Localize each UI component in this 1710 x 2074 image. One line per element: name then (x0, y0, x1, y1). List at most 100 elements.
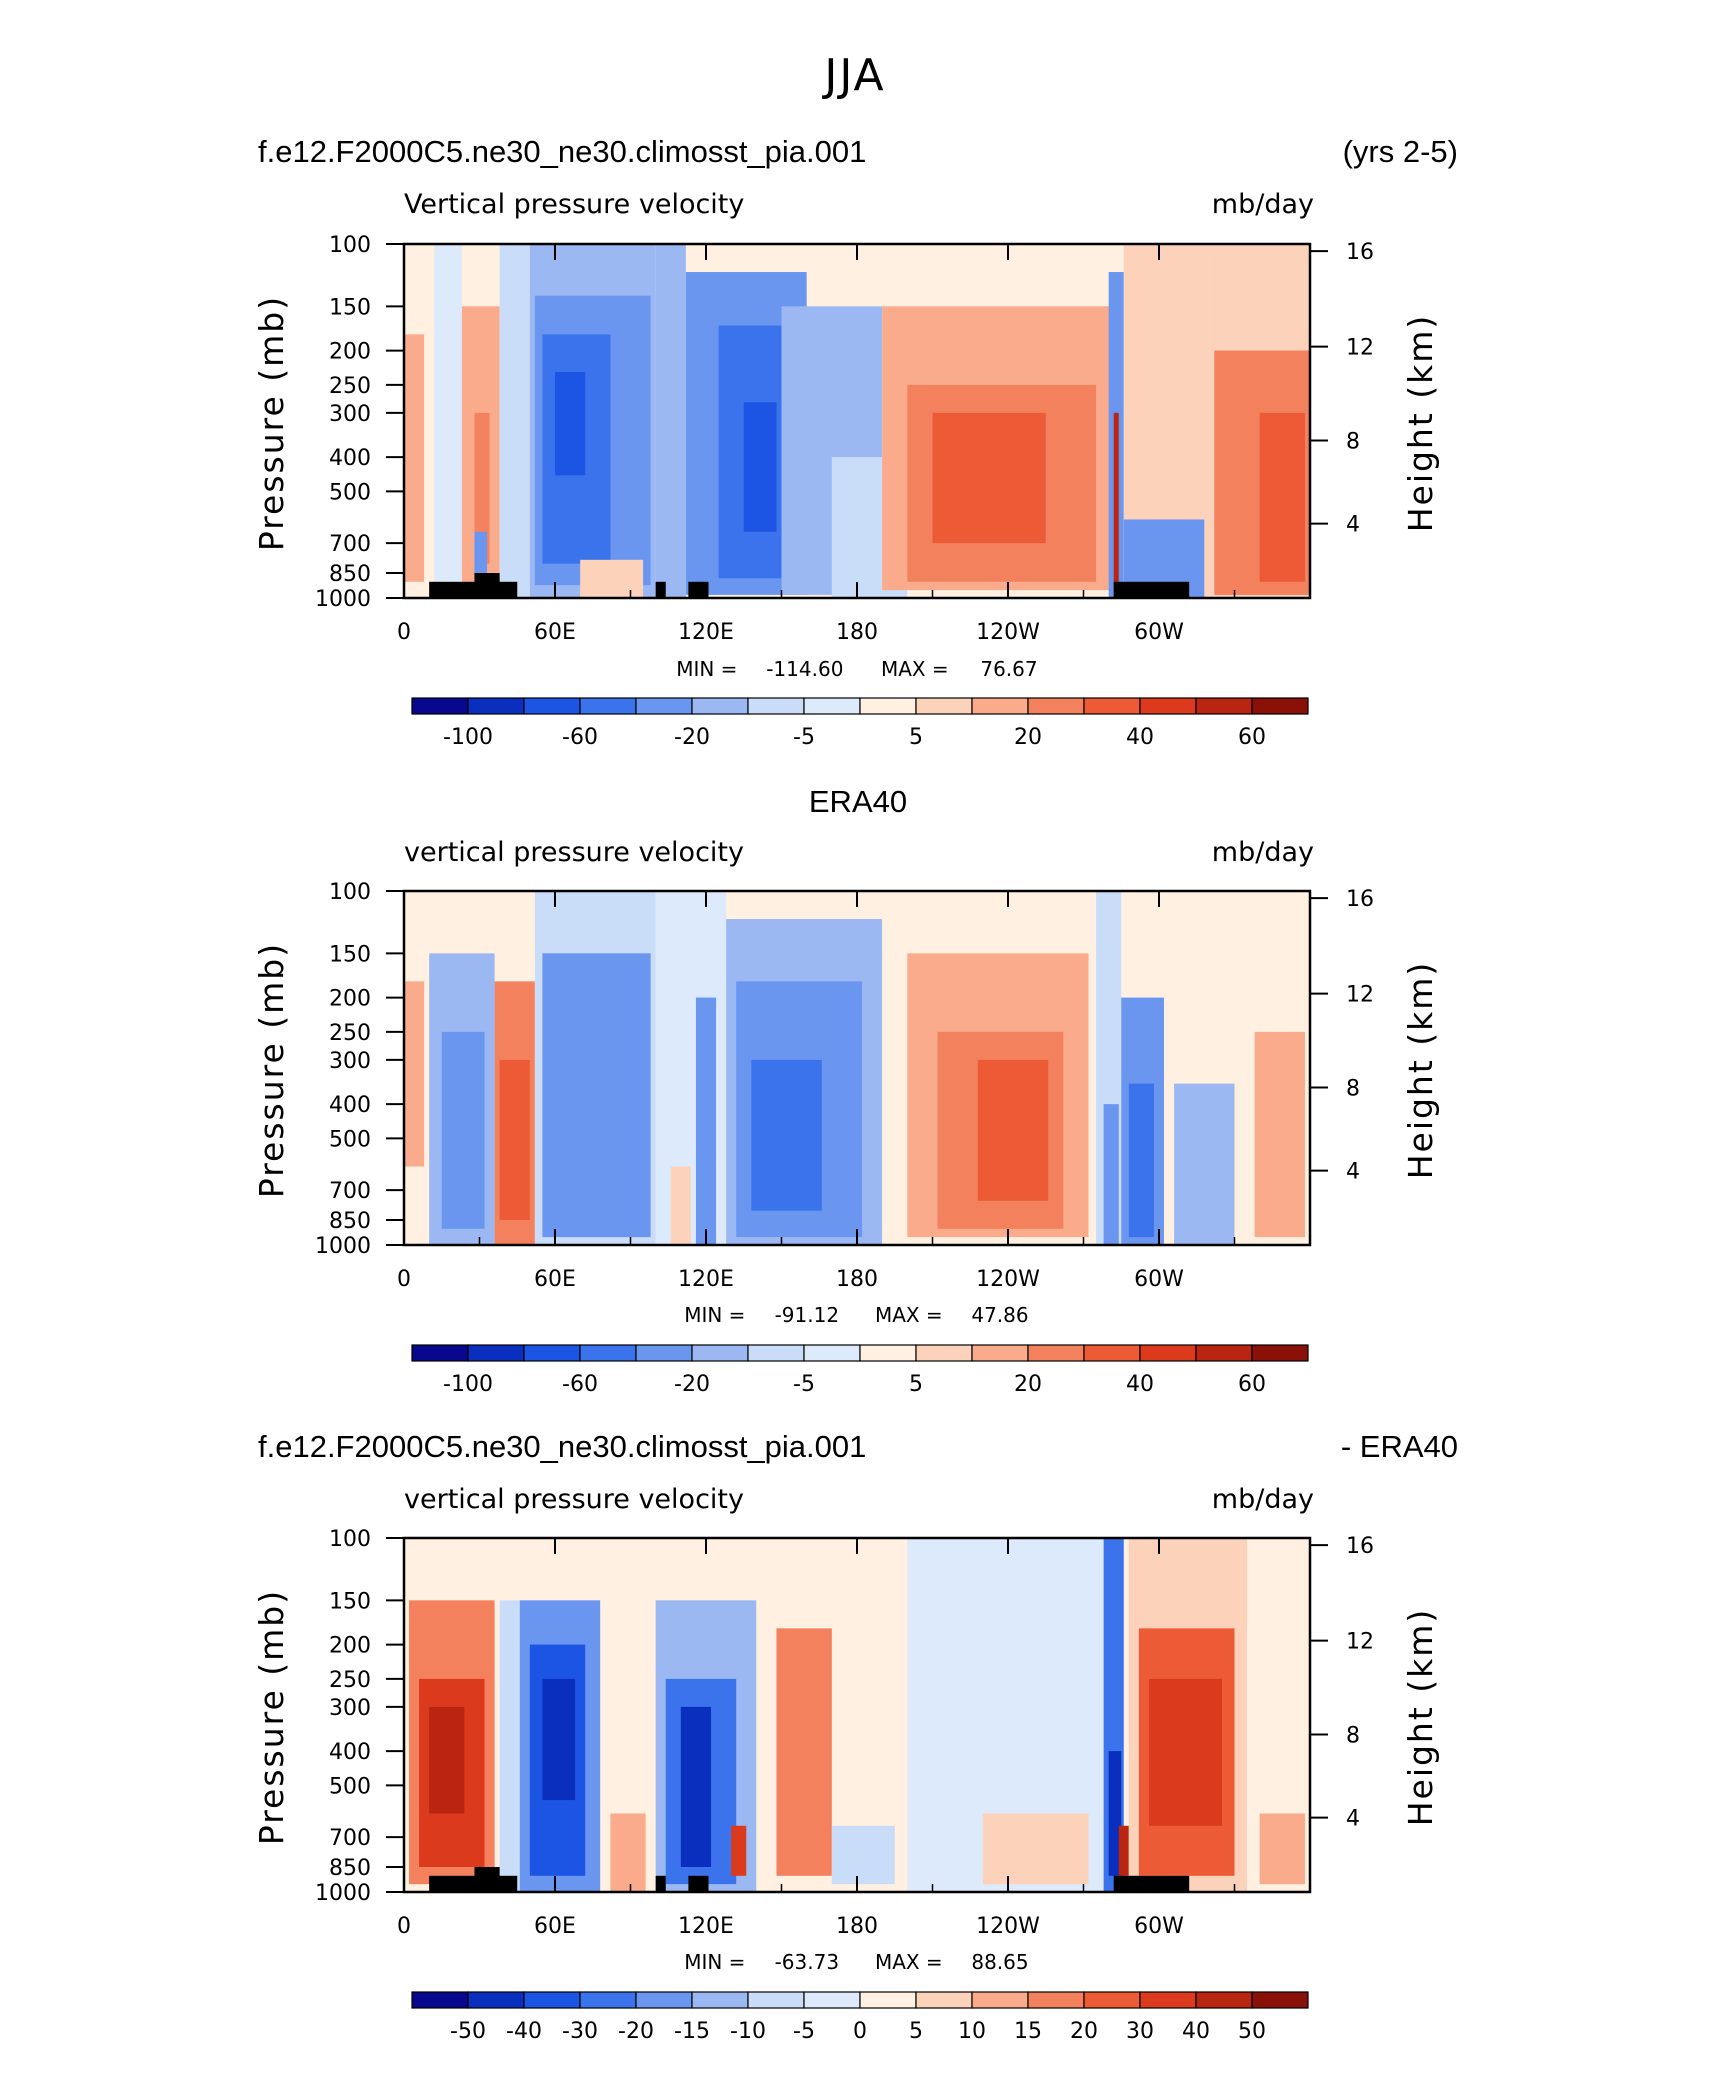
y-tick-label: 850 (329, 562, 371, 587)
y2-tick-label: 16 (1346, 887, 1374, 912)
contour-cell (751, 1059, 822, 1211)
x-tick-label: 120E (678, 620, 734, 645)
contour-cell (1128, 1083, 1154, 1238)
colorbar-swatch (1251, 1344, 1309, 1362)
y2-tick-label: 4 (1346, 513, 1360, 538)
colorbar-swatch (691, 697, 749, 715)
contour-cell (1254, 1031, 1305, 1238)
x-tick-label: 0 (397, 1914, 411, 1939)
y-tick-label: 150 (329, 295, 371, 320)
y-tick-label: 150 (329, 1589, 371, 1614)
colorbar-swatch (1083, 1344, 1141, 1362)
y-tick-label: 850 (329, 1856, 371, 1881)
topography-mask (1113, 581, 1190, 598)
colorbar-swatch (635, 1991, 693, 2009)
colorbar-label: 50 (1238, 2019, 1266, 2044)
contour-cell (441, 1031, 485, 1229)
colorbar-swatch (747, 1991, 805, 2009)
colorbar-swatch (1251, 1991, 1309, 2009)
y-tick-label: 1000 (315, 1234, 371, 1259)
y-tick-label: 400 (329, 1093, 371, 1118)
colorbar-label: -60 (562, 1372, 598, 1397)
stats-min-label: MIN = (684, 1303, 745, 1327)
colorbar-label: -15 (674, 2019, 710, 2044)
x-tick-label: 0 (397, 620, 411, 645)
colorbar-label: 5 (909, 725, 923, 750)
y-tick-label: 700 (329, 1179, 371, 1204)
colorbar-label: -5 (793, 725, 815, 750)
colorbar-swatch (1139, 1344, 1197, 1362)
y2-tick-label: 8 (1346, 1723, 1360, 1748)
panel-obs: ERA40 vertical pressure velocity mb/day … (252, 784, 1440, 1397)
panel-model: f.e12.F2000C5.ne30_ne30.climosst_pia.001… (252, 134, 1458, 750)
contour-cell (695, 997, 717, 1245)
topography-mask (474, 573, 500, 598)
colorbar-label: 40 (1126, 1372, 1154, 1397)
contour-cell (542, 1678, 576, 1801)
contour-cell (1174, 1083, 1235, 1245)
y2-tick-label: 16 (1346, 1534, 1374, 1559)
colorbar-label: 5 (909, 2019, 923, 2044)
y2-axis-label: Height (km) (1401, 1608, 1440, 1827)
y-tick-label: 100 (329, 1527, 371, 1552)
contour-cell (580, 559, 644, 598)
colorbar-swatch (1195, 1344, 1253, 1362)
contour-cell (404, 981, 425, 1167)
y-tick-label: 100 (329, 233, 371, 258)
x-tick-label: 120E (678, 1267, 734, 1292)
colorbar-label: 40 (1182, 2019, 1210, 2044)
contour-cell (555, 372, 586, 476)
colorbar-swatch (1027, 1991, 1085, 2009)
stats-min-label: MIN = (684, 1950, 745, 1974)
colorbar-swatch (747, 697, 805, 715)
colorbar-label: -40 (506, 2019, 542, 2044)
x-tick-label: 120E (678, 1914, 734, 1939)
colorbar-swatch (915, 1344, 973, 1362)
colorbar-swatch (467, 1991, 525, 2009)
x-tick-label: 180 (836, 1267, 878, 1292)
y2-tick-label: 16 (1346, 240, 1374, 265)
colorbar-swatch (915, 1991, 973, 2009)
colorbar-label: 30 (1126, 2019, 1154, 2044)
contour-cell (776, 1628, 832, 1876)
panel-subtitle-right: mb/day (1212, 189, 1314, 220)
x-tick-label: 180 (836, 1914, 878, 1939)
colorbar-swatch (1083, 1991, 1141, 2009)
contour-cell (977, 1059, 1049, 1201)
y-tick-label: 250 (329, 374, 371, 399)
contour-cell (499, 244, 530, 598)
y2-tick-label: 12 (1346, 1630, 1374, 1655)
y-tick-label: 300 (329, 402, 371, 427)
colorbar-label: 40 (1126, 725, 1154, 750)
colorbar-swatch (579, 697, 637, 715)
colorbar-swatch (1139, 697, 1197, 715)
topography-mask (688, 1875, 709, 1892)
stats-text: MIN = -114.60 MAX = 76.67 (676, 657, 1037, 681)
y-tick-label: 300 (329, 1049, 371, 1074)
y-tick-label: 200 (329, 1634, 371, 1659)
colorbar-label: -60 (562, 725, 598, 750)
y-tick-label: 1000 (315, 587, 371, 612)
topography-mask (655, 581, 666, 598)
colorbar-label: -100 (443, 725, 493, 750)
x-tick-label: 120W (976, 1267, 1040, 1292)
contour-cell (670, 1166, 691, 1245)
contour-cell (429, 1706, 465, 1814)
y-tick-label: 400 (329, 1740, 371, 1765)
colorbar-swatch (859, 697, 917, 715)
colorbar-label: 60 (1238, 1372, 1266, 1397)
colorbar-label: -5 (793, 2019, 815, 2044)
contour-cell (1108, 1751, 1122, 1876)
topography-mask (655, 1875, 666, 1892)
contour-cell (731, 1825, 747, 1876)
stats-max: 88.65 (971, 1950, 1028, 1974)
colorbar-swatch (915, 697, 973, 715)
stats-max-label: MAX = (875, 1303, 943, 1327)
plot-area-model: 0 60E 120E 180 120W 60W 100 150 200 250 300 400 500 7… (315, 233, 1374, 645)
colorbar-swatch (411, 1344, 469, 1362)
colorbar-label: -30 (562, 2019, 598, 2044)
y-tick-label: 400 (329, 446, 371, 471)
y-axis-label: Pressure (mb) (252, 1589, 291, 1845)
colorbar-label: 0 (853, 2019, 867, 2044)
